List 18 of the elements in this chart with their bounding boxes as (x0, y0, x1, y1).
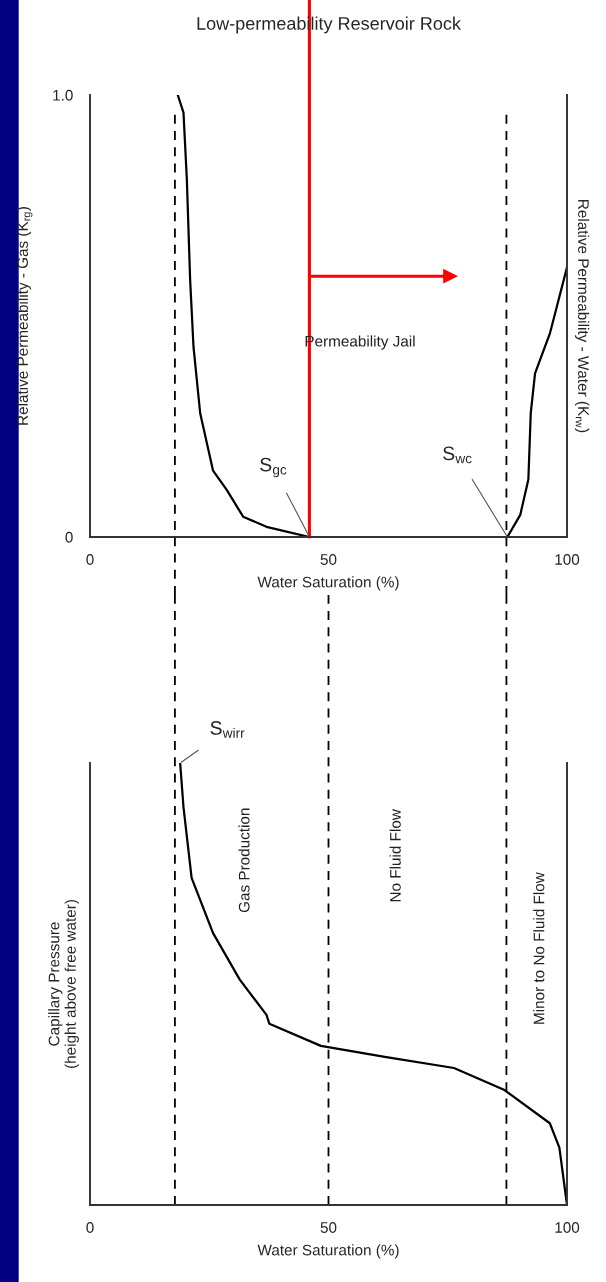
x-tick-label: 50 (320, 1222, 337, 1233)
x-tick-label: 100 (555, 1222, 580, 1233)
y-axis-title: Relative Permeability - Gas (K$_{rg}$) (16, 207, 33, 425)
x-axis-title: Water Saturation (%) (257, 1244, 399, 1259)
y2-axis-title: Relative Permeability - Water (K$_{rw}$) (574, 200, 590, 433)
annotation: S$_{wirr}$ (210, 721, 245, 738)
x-tick-label: 50 (320, 554, 337, 565)
y-axis-title: Capillary Pressure (height above free water) (48, 900, 79, 1068)
x-tick-label: 0 (86, 1222, 94, 1233)
x-axis-title: Water Saturation (%) (257, 576, 399, 591)
x-tick-label: 0 (86, 554, 94, 565)
annotation: S$_{wc}$ (443, 446, 472, 464)
y-tick-label: 1.0 (53, 89, 73, 101)
annotation: S$_{gc}$ (260, 457, 287, 478)
annotation: Minor to No Fluid Flow (533, 872, 545, 1024)
annotation: No Fluid Flow (389, 809, 401, 902)
annotation: Gas Production (238, 808, 250, 913)
x-tick-label: 100 (555, 554, 580, 565)
